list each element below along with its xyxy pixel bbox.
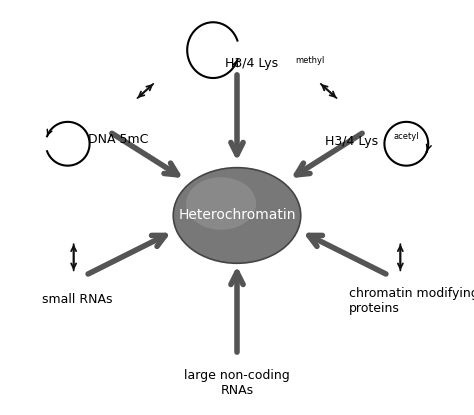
Text: large non-coding
RNAs: large non-coding RNAs <box>184 369 290 397</box>
Text: methyl: methyl <box>295 56 324 65</box>
Text: H3/4 Lys: H3/4 Lys <box>225 57 278 70</box>
Ellipse shape <box>186 177 256 230</box>
Text: acetyl: acetyl <box>393 132 419 142</box>
Ellipse shape <box>173 168 301 263</box>
Text: H3/4 Lys: H3/4 Lys <box>325 135 378 148</box>
Text: Heterochromatin: Heterochromatin <box>178 208 296 222</box>
Text: chromatin modifying
proteins: chromatin modifying proteins <box>348 287 474 315</box>
Text: DNA 5mC: DNA 5mC <box>88 133 148 146</box>
Text: small RNAs: small RNAs <box>42 293 112 305</box>
